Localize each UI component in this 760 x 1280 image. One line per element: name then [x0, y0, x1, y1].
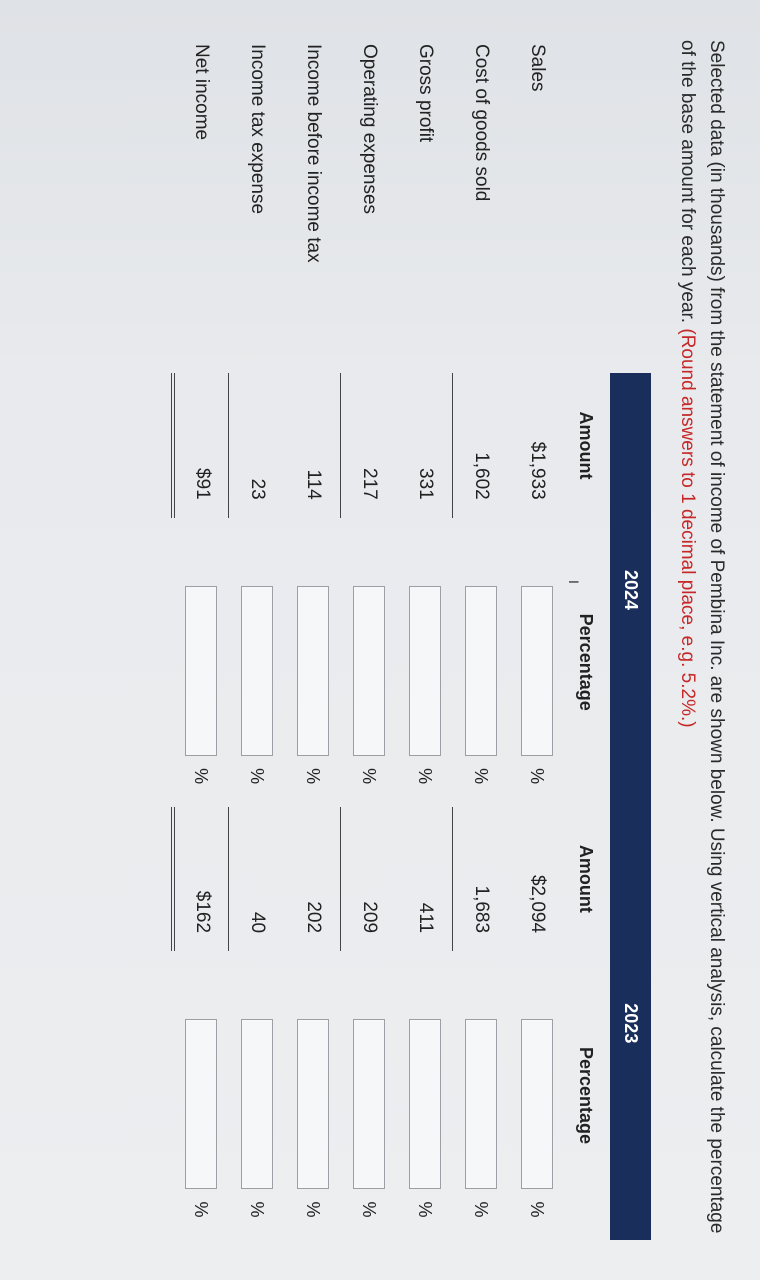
percent-sign: %: [285, 1195, 341, 1240]
percentage-2024-header: Percentage: [565, 518, 610, 807]
amount-2023: 202: [285, 807, 341, 951]
percentage-input-2023[interactable]: [241, 1019, 273, 1189]
amount-2024: 23: [229, 373, 285, 517]
table-row: Net income$91%$162%: [173, 40, 229, 1240]
amount-2023: 40: [229, 807, 285, 951]
amount-2023: 411: [397, 807, 453, 951]
percentage-input-2024[interactable]: [185, 586, 217, 756]
percent-sign: %: [453, 1195, 509, 1240]
percentage-input-2023[interactable]: [465, 1019, 497, 1189]
percentage-input-2024[interactable]: [241, 586, 273, 756]
sub-header-row: Amount Percentage Amount Percentage: [565, 40, 610, 1240]
percent-sign: %: [509, 762, 565, 806]
amount-2023: 209: [341, 807, 397, 951]
percentage-input-2023[interactable]: [409, 1019, 441, 1189]
percent-sign: %: [341, 762, 397, 806]
table-row: Income before income tax114%202%: [285, 40, 341, 1240]
percentage-input-2024[interactable]: [353, 586, 385, 756]
percentage-2023-header: Percentage: [565, 951, 610, 1240]
percentage-input-2023[interactable]: [297, 1019, 329, 1189]
percentage-input-2023[interactable]: [353, 1019, 385, 1189]
row-label: Income before income tax: [285, 40, 341, 373]
table-row: Cost of goods sold1,602%1,683%: [453, 40, 509, 1240]
percent-sign: %: [229, 1195, 285, 1240]
row-label: Cost of goods sold: [453, 40, 509, 373]
percent-sign: %: [229, 762, 285, 806]
amount-2024-header: Amount: [565, 373, 610, 517]
percent-sign: %: [397, 762, 453, 806]
table-row: Income tax expense23%40%: [229, 40, 285, 1240]
percentage-input-2023[interactable]: [521, 1019, 553, 1189]
year-2023-header: 2023: [610, 807, 651, 1240]
row-label: Operating expenses: [341, 40, 397, 373]
percentage-input-2024[interactable]: [297, 586, 329, 756]
percentage-input-2024[interactable]: [409, 586, 441, 756]
table-row: Sales$1,933%$2,094%: [509, 40, 565, 1240]
instruction-text: Selected data (in thousands) from the st…: [673, 40, 730, 1240]
amount-2024: $1,933: [509, 373, 565, 517]
amount-2023: $2,094: [509, 807, 565, 951]
amount-2024: 217: [341, 373, 397, 517]
amount-2024: 1,602: [453, 373, 509, 517]
amount-2023: 1,683: [453, 807, 509, 951]
amount-2024: 114: [285, 373, 341, 517]
percentage-input-2023[interactable]: [185, 1019, 217, 1189]
amount-2024: $91: [173, 373, 229, 517]
percent-sign: %: [341, 1195, 397, 1240]
percent-sign: %: [173, 762, 229, 806]
percentage-input-2024[interactable]: [465, 586, 497, 756]
instruction-rounding: (Round answers to 1 decimal place, e.g. …: [678, 328, 699, 727]
percent-sign: %: [397, 1195, 453, 1240]
row-label: Sales: [509, 40, 565, 373]
year-header-row: 2024 2023: [610, 40, 651, 1240]
amount-2023: $162: [173, 807, 229, 951]
percent-sign: %: [509, 1195, 565, 1240]
worksheet-page: Selected data (in thousands) from the st…: [0, 0, 760, 1280]
vertical-analysis-table: 2024 2023 Amount Percentage Amount Perce…: [171, 40, 651, 1240]
table-row: Gross profit331%411%: [397, 40, 453, 1240]
row-label: Income tax expense: [229, 40, 285, 373]
row-label: Gross profit: [397, 40, 453, 373]
percentage-input-2024[interactable]: [521, 586, 553, 756]
percent-sign: %: [453, 762, 509, 806]
amount-2024: 331: [397, 373, 453, 517]
row-label: Net income: [173, 40, 229, 373]
percent-sign: %: [285, 762, 341, 806]
table-row: Operating expenses217%209%: [341, 40, 397, 1240]
percent-sign: %: [173, 1195, 229, 1240]
amount-2023-header: Amount: [565, 807, 610, 951]
year-2024-header: 2024: [610, 373, 651, 806]
